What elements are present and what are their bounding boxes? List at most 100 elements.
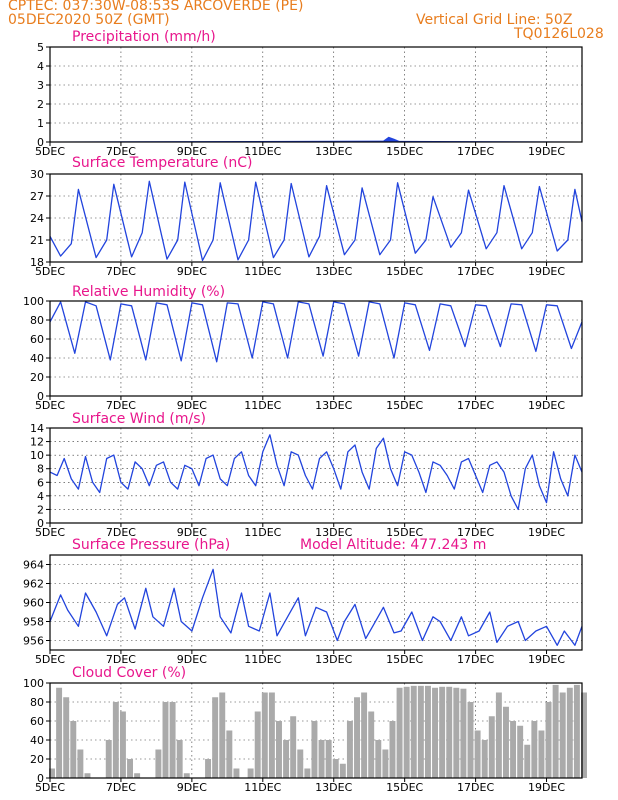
x-tick-label: 19DEC <box>528 653 565 666</box>
cloud-bar <box>268 692 275 778</box>
cloud-bar <box>432 687 439 778</box>
cloud-bar <box>545 702 552 778</box>
y-tick-label: 20 <box>30 371 44 384</box>
panel-frame <box>49 300 583 397</box>
x-tick-label: 7DEC <box>106 781 136 794</box>
cloud-bar <box>304 768 311 778</box>
y-tick-label: 40 <box>30 734 44 747</box>
x-tick-label: 11DEC <box>244 526 281 539</box>
cloud-bar <box>162 702 169 778</box>
y-tick-label: 100 <box>23 677 44 690</box>
cloud-bar <box>517 725 524 778</box>
x-tick-label: 13DEC <box>315 265 352 278</box>
panel-title-cloud: Cloud Cover (%) <box>72 665 186 681</box>
cloud-bar <box>219 692 226 778</box>
y-tick-label: 80 <box>30 696 44 709</box>
cloud-bar <box>566 687 573 778</box>
x-tick-label: 7DEC <box>106 653 136 666</box>
x-tick-label: 15DEC <box>386 781 423 794</box>
y-tick-label: 5 <box>37 41 44 54</box>
y-tick-label: 956 <box>23 635 44 648</box>
cloud-bar <box>410 685 417 778</box>
cloud-bar <box>375 740 382 778</box>
x-tick-label: 5DEC <box>35 526 65 539</box>
cloud-bar <box>332 759 339 778</box>
x-tick-label: 7DEC <box>106 526 136 539</box>
y-tick-label: 10 <box>30 449 44 462</box>
grid-note: Vertical Grid Line: 50Z <box>416 12 573 28</box>
station-header: CPTEC: 037:30W-08:53S ARCOVERDE (PE) <box>8 0 304 14</box>
x-tick-label: 19DEC <box>528 399 565 412</box>
cloud-bar <box>226 730 233 778</box>
cloud-bar <box>467 702 474 778</box>
x-tick-label: 5DEC <box>35 653 65 666</box>
cloud-bar <box>318 740 325 778</box>
cloud-bar <box>361 692 368 778</box>
x-tick-label: 9DEC <box>177 781 207 794</box>
x-tick-label: 15DEC <box>386 145 423 158</box>
x-tick-label: 17DEC <box>457 781 494 794</box>
cloud-bar <box>63 697 70 778</box>
y-tick-label: 2 <box>37 98 44 111</box>
y-tick-label: 60 <box>30 715 44 728</box>
x-tick-label: 7DEC <box>106 399 136 412</box>
x-tick-label: 15DEC <box>386 526 423 539</box>
cloud-bar <box>205 759 212 778</box>
panel-title-precip: Precipitation (mm/h) <box>72 29 216 45</box>
cloud-bar <box>573 684 580 778</box>
cloud-bar <box>446 686 453 778</box>
cloud-bar <box>233 768 240 778</box>
wind-series <box>49 434 583 511</box>
cloud-bar <box>212 697 219 778</box>
y-tick-label: 21 <box>30 234 44 247</box>
cloud-bar <box>524 744 531 778</box>
panel-title-pres: Surface Pressure (hPa) <box>72 537 230 553</box>
cloud-bar <box>247 768 254 778</box>
y-tick-label: 962 <box>23 578 44 591</box>
y-tick-label: 0 <box>37 772 44 785</box>
x-tick-label: 19DEC <box>528 265 565 278</box>
cloud-bar <box>382 749 389 778</box>
x-tick-label: 19DEC <box>528 526 565 539</box>
x-tick-label: 5DEC <box>35 781 65 794</box>
pres-series <box>49 568 583 646</box>
panel-title-temp: Surface Temperature (nC) <box>72 155 253 171</box>
x-tick-label: 7DEC <box>106 145 136 158</box>
cloud-bar <box>389 721 396 778</box>
x-tick-label: 11DEC <box>244 653 281 666</box>
cloud-bar <box>290 716 297 778</box>
cloud-bar <box>119 711 126 778</box>
x-tick-label: 17DEC <box>457 399 494 412</box>
cloud-bar <box>127 759 134 778</box>
x-tick-label: 7DEC <box>106 265 136 278</box>
cloud-bar <box>254 711 261 778</box>
cloud-bar <box>424 685 431 778</box>
y-tick-label: 27 <box>30 190 44 203</box>
cloud-bar <box>439 686 446 778</box>
x-tick-label: 13DEC <box>315 526 352 539</box>
y-tick-label: 12 <box>30 436 44 449</box>
y-tick-label: 100 <box>23 295 44 308</box>
cloud-bar <box>581 692 587 778</box>
cloud-bar <box>552 684 559 778</box>
cloud-bar <box>105 740 112 778</box>
x-tick-label: 19DEC <box>528 781 565 794</box>
cloud-bar <box>183 773 190 778</box>
cloud-bar <box>339 763 346 778</box>
cloud-bar <box>112 702 119 778</box>
cloud-bar <box>396 687 403 778</box>
cloud-bar <box>56 687 63 778</box>
date-header: 05DEC2020 50Z (GMT) <box>8 12 170 28</box>
x-tick-label: 9DEC <box>177 265 207 278</box>
panel-title-wind: Surface Wind (m/s) <box>72 411 206 427</box>
cloud-bar <box>155 749 162 778</box>
cloud-bar <box>368 711 375 778</box>
x-tick-label: 13DEC <box>315 653 352 666</box>
x-tick-label: 17DEC <box>457 265 494 278</box>
x-tick-label: 13DEC <box>315 781 352 794</box>
y-tick-label: 80 <box>30 314 44 327</box>
y-tick-label: 1 <box>37 117 44 130</box>
y-tick-label: 8 <box>37 463 44 476</box>
cloud-bar <box>346 721 353 778</box>
cloud-bar <box>474 730 481 778</box>
